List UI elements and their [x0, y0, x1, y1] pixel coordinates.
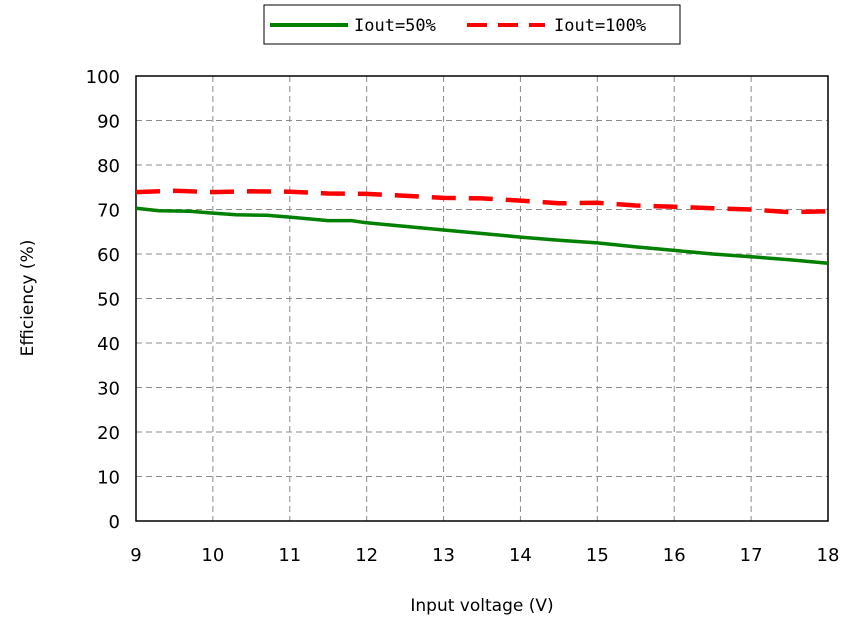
y-tick-label: 0	[109, 512, 120, 533]
x-tick-label: 14	[509, 545, 532, 566]
x-tick-label: 11	[278, 545, 301, 566]
legend-label-iout-100: Iout=100%	[554, 16, 646, 36]
legend: Iout=50% Iout=100%	[263, 4, 681, 45]
legend-label-iout-50: Iout=50%	[354, 16, 436, 36]
x-axis-label: Input voltage (V)	[410, 596, 553, 616]
x-axis-ticks: 9 10 11 12 13 14 15 16 17 18	[130, 545, 839, 566]
y-axis-label: Efficiency (%)	[18, 240, 38, 357]
y-tick-label: 80	[97, 156, 120, 177]
y-tick-label: 20	[97, 423, 120, 444]
x-tick-label: 9	[130, 545, 141, 566]
y-tick-label: 30	[97, 379, 120, 400]
x-tick-label: 12	[355, 545, 378, 566]
x-tick-label: 18	[817, 545, 840, 566]
y-axis-ticks: 0 10 20 30 40 50 60 70 80 90 100	[86, 67, 120, 533]
x-tick-label: 15	[586, 545, 609, 566]
x-tick-label: 16	[663, 545, 686, 566]
series-layer	[135, 188, 829, 266]
series-line-iout-100	[135, 188, 829, 215]
y-tick-label: 70	[97, 201, 120, 222]
y-tick-label: 60	[97, 245, 120, 266]
y-tick-label: 100	[86, 67, 120, 88]
y-tick-label: 10	[97, 468, 120, 489]
y-tick-label: 40	[97, 334, 120, 355]
x-tick-label: 10	[201, 545, 224, 566]
series-line-iout-50	[135, 206, 829, 266]
grid-lines	[136, 76, 828, 521]
y-tick-label: 50	[97, 290, 120, 311]
x-tick-label: 17	[740, 545, 763, 566]
plot-area-frame	[135, 75, 829, 522]
y-tick-label: 90	[97, 112, 120, 133]
x-tick-label: 13	[432, 545, 455, 566]
